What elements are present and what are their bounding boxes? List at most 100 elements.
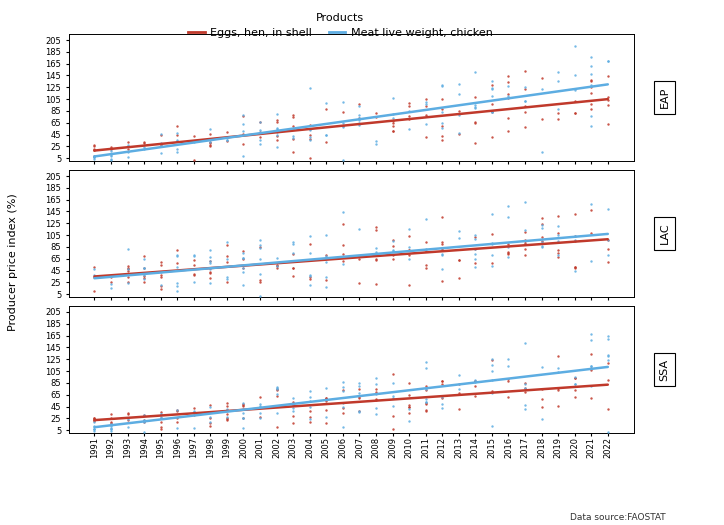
Point (105, 424, 117, 433)
Point (486, 84, 497, 92)
Point (105, 155, 117, 163)
Point (586, 61, 597, 70)
Point (470, 245, 481, 254)
Point (470, 92, 481, 101)
Point (205, 138, 216, 146)
Point (552, 385, 564, 394)
Point (519, 380, 531, 388)
Point (155, 130, 167, 139)
Point (586, 362, 597, 370)
Point (287, 412, 299, 421)
Point (155, 418, 167, 426)
Point (353, 100, 365, 109)
Text: Data source:FAOSTAT: Data source:FAOSTAT (571, 513, 666, 522)
Point (602, 56, 614, 65)
Point (403, 379, 415, 387)
Point (172, 406, 183, 414)
Point (304, 135, 316, 144)
Point (486, 356, 497, 364)
Point (370, 248, 382, 257)
Point (271, 124, 282, 132)
Point (387, 379, 398, 387)
Point (403, 403, 415, 412)
Point (403, 112, 415, 120)
Point (271, 118, 282, 126)
Point (205, 269, 216, 277)
Point (403, 107, 415, 116)
Point (387, 122, 398, 130)
Point (403, 246, 415, 254)
Point (138, 269, 150, 277)
Point (271, 392, 282, 400)
Point (420, 245, 432, 253)
Point (437, 265, 448, 274)
Point (304, 280, 316, 289)
Point (353, 394, 365, 403)
Point (321, 419, 332, 427)
Point (387, 242, 398, 250)
Point (502, 93, 514, 102)
Point (188, 251, 200, 259)
Point (569, 385, 581, 394)
Point (254, 126, 266, 134)
Point (420, 364, 432, 372)
Point (254, 243, 266, 251)
Point (105, 418, 117, 426)
Point (221, 405, 232, 414)
Point (569, 41, 581, 50)
Point (155, 258, 167, 266)
Point (437, 404, 448, 412)
Point (387, 114, 398, 123)
Point (353, 111, 365, 120)
Point (586, 350, 597, 358)
Point (321, 131, 332, 139)
Point (502, 375, 514, 383)
Point (453, 234, 465, 242)
Point (237, 111, 249, 119)
Point (254, 236, 266, 244)
Point (172, 282, 183, 291)
Point (586, 105, 597, 113)
Point (205, 246, 216, 254)
Point (321, 131, 332, 139)
Point (254, 409, 266, 417)
Point (453, 227, 465, 236)
Point (337, 207, 349, 216)
Point (155, 410, 167, 418)
Point (122, 265, 133, 274)
Point (237, 120, 249, 128)
Point (437, 132, 448, 140)
Point (437, 238, 448, 246)
Text: EAP: EAP (660, 87, 670, 108)
Point (221, 252, 232, 260)
Point (271, 386, 282, 394)
Point (88, 153, 100, 161)
Point (254, 118, 266, 127)
Point (470, 375, 481, 384)
Point (353, 385, 365, 393)
Point (536, 148, 547, 156)
Point (387, 94, 398, 102)
Point (552, 237, 564, 245)
Point (221, 275, 232, 284)
Point (138, 411, 150, 419)
Point (569, 263, 581, 271)
Point (321, 251, 332, 259)
Point (536, 403, 547, 411)
Point (353, 252, 365, 260)
Point (602, 101, 614, 109)
Point (304, 154, 316, 162)
Point (88, 152, 100, 160)
Point (271, 390, 282, 398)
Point (552, 116, 564, 124)
Point (387, 117, 398, 125)
Point (403, 246, 415, 255)
Point (237, 402, 249, 411)
Point (420, 400, 432, 408)
Point (602, 245, 614, 254)
Point (304, 135, 316, 143)
Point (138, 138, 150, 146)
Point (237, 247, 249, 255)
Point (387, 237, 398, 245)
Point (602, 258, 614, 267)
